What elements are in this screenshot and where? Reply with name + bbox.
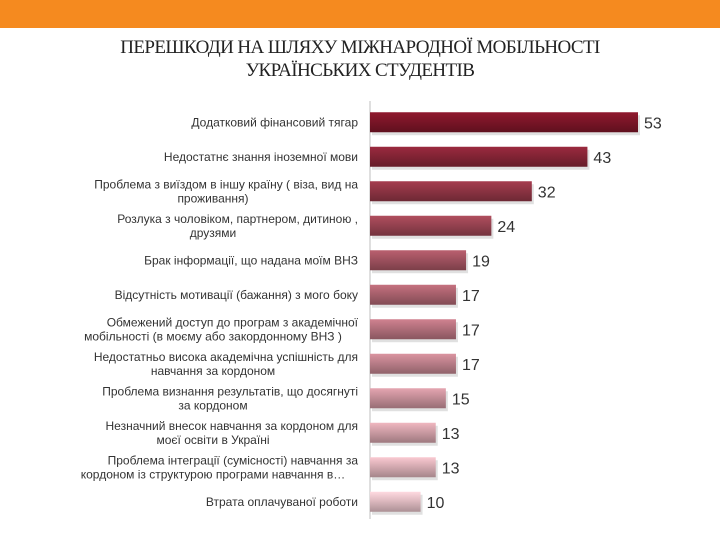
value-label: 13 bbox=[442, 426, 460, 443]
title-line-1: ПЕРЕШКОДИ НА ШЛЯХУ МІЖНАРОДНОЇ МОБІЛЬНОС… bbox=[120, 37, 600, 58]
bar-5 bbox=[370, 250, 467, 271]
page-title: ПЕРЕШКОДИ НА ШЛЯХУ МІЖНАРОДНОЇ МОБІЛЬНОС… bbox=[40, 36, 680, 82]
category-label: Відсутність мотивації (бажання) з мого б… bbox=[115, 288, 358, 302]
category-label: Проблема визнання результатів, що досягн… bbox=[102, 384, 358, 412]
category-label: Додатковий фінансовий тягар bbox=[191, 115, 358, 129]
bar-9 bbox=[370, 388, 446, 409]
category-label: Недостатньо висока академічна успішність… bbox=[94, 350, 358, 378]
bar-8 bbox=[370, 353, 456, 374]
bar-1 bbox=[370, 112, 638, 133]
category-label: Брак інформації, що надана моїм ВНЗ bbox=[144, 253, 358, 267]
value-label: 17 bbox=[462, 357, 480, 374]
value-label: 24 bbox=[497, 219, 515, 236]
bar-11 bbox=[370, 457, 436, 478]
value-label: 19 bbox=[472, 253, 490, 270]
value-label: 13 bbox=[442, 460, 460, 477]
bar-12 bbox=[370, 491, 421, 512]
category-label: Проблема з виїздом в іншу країну ( віза,… bbox=[94, 177, 358, 205]
category-label: Незначний внесок навчання за кордоном дл… bbox=[106, 419, 358, 447]
category-label: Втрата оплачуваної роботи bbox=[206, 495, 358, 509]
category-label: Недостатнє знання іноземної мови bbox=[164, 150, 358, 164]
category-label: Обмежений доступ до програм з академічно… bbox=[84, 315, 359, 343]
bar-10 bbox=[370, 422, 436, 443]
value-label: 10 bbox=[427, 495, 445, 512]
bar-7 bbox=[370, 319, 456, 340]
category-label: Розлука з чоловіком, партнером, дитиною … bbox=[117, 212, 358, 240]
value-label: 17 bbox=[462, 322, 480, 339]
category-label: Проблема інтеграції (сумісності) навчанн… bbox=[81, 453, 359, 481]
bar-4 bbox=[370, 215, 492, 236]
value-label: 53 bbox=[644, 115, 662, 132]
top-accent-bar bbox=[0, 0, 720, 28]
title-line-2: УКРАЇНСЬКИХ СТУДЕНТІВ bbox=[245, 60, 475, 81]
value-label: 43 bbox=[593, 150, 611, 167]
value-label: 17 bbox=[462, 288, 480, 305]
value-label: 32 bbox=[538, 184, 556, 201]
bar-3 bbox=[370, 181, 532, 202]
bar-6 bbox=[370, 284, 456, 305]
value-label: 15 bbox=[452, 391, 470, 408]
bar-2 bbox=[370, 146, 588, 167]
